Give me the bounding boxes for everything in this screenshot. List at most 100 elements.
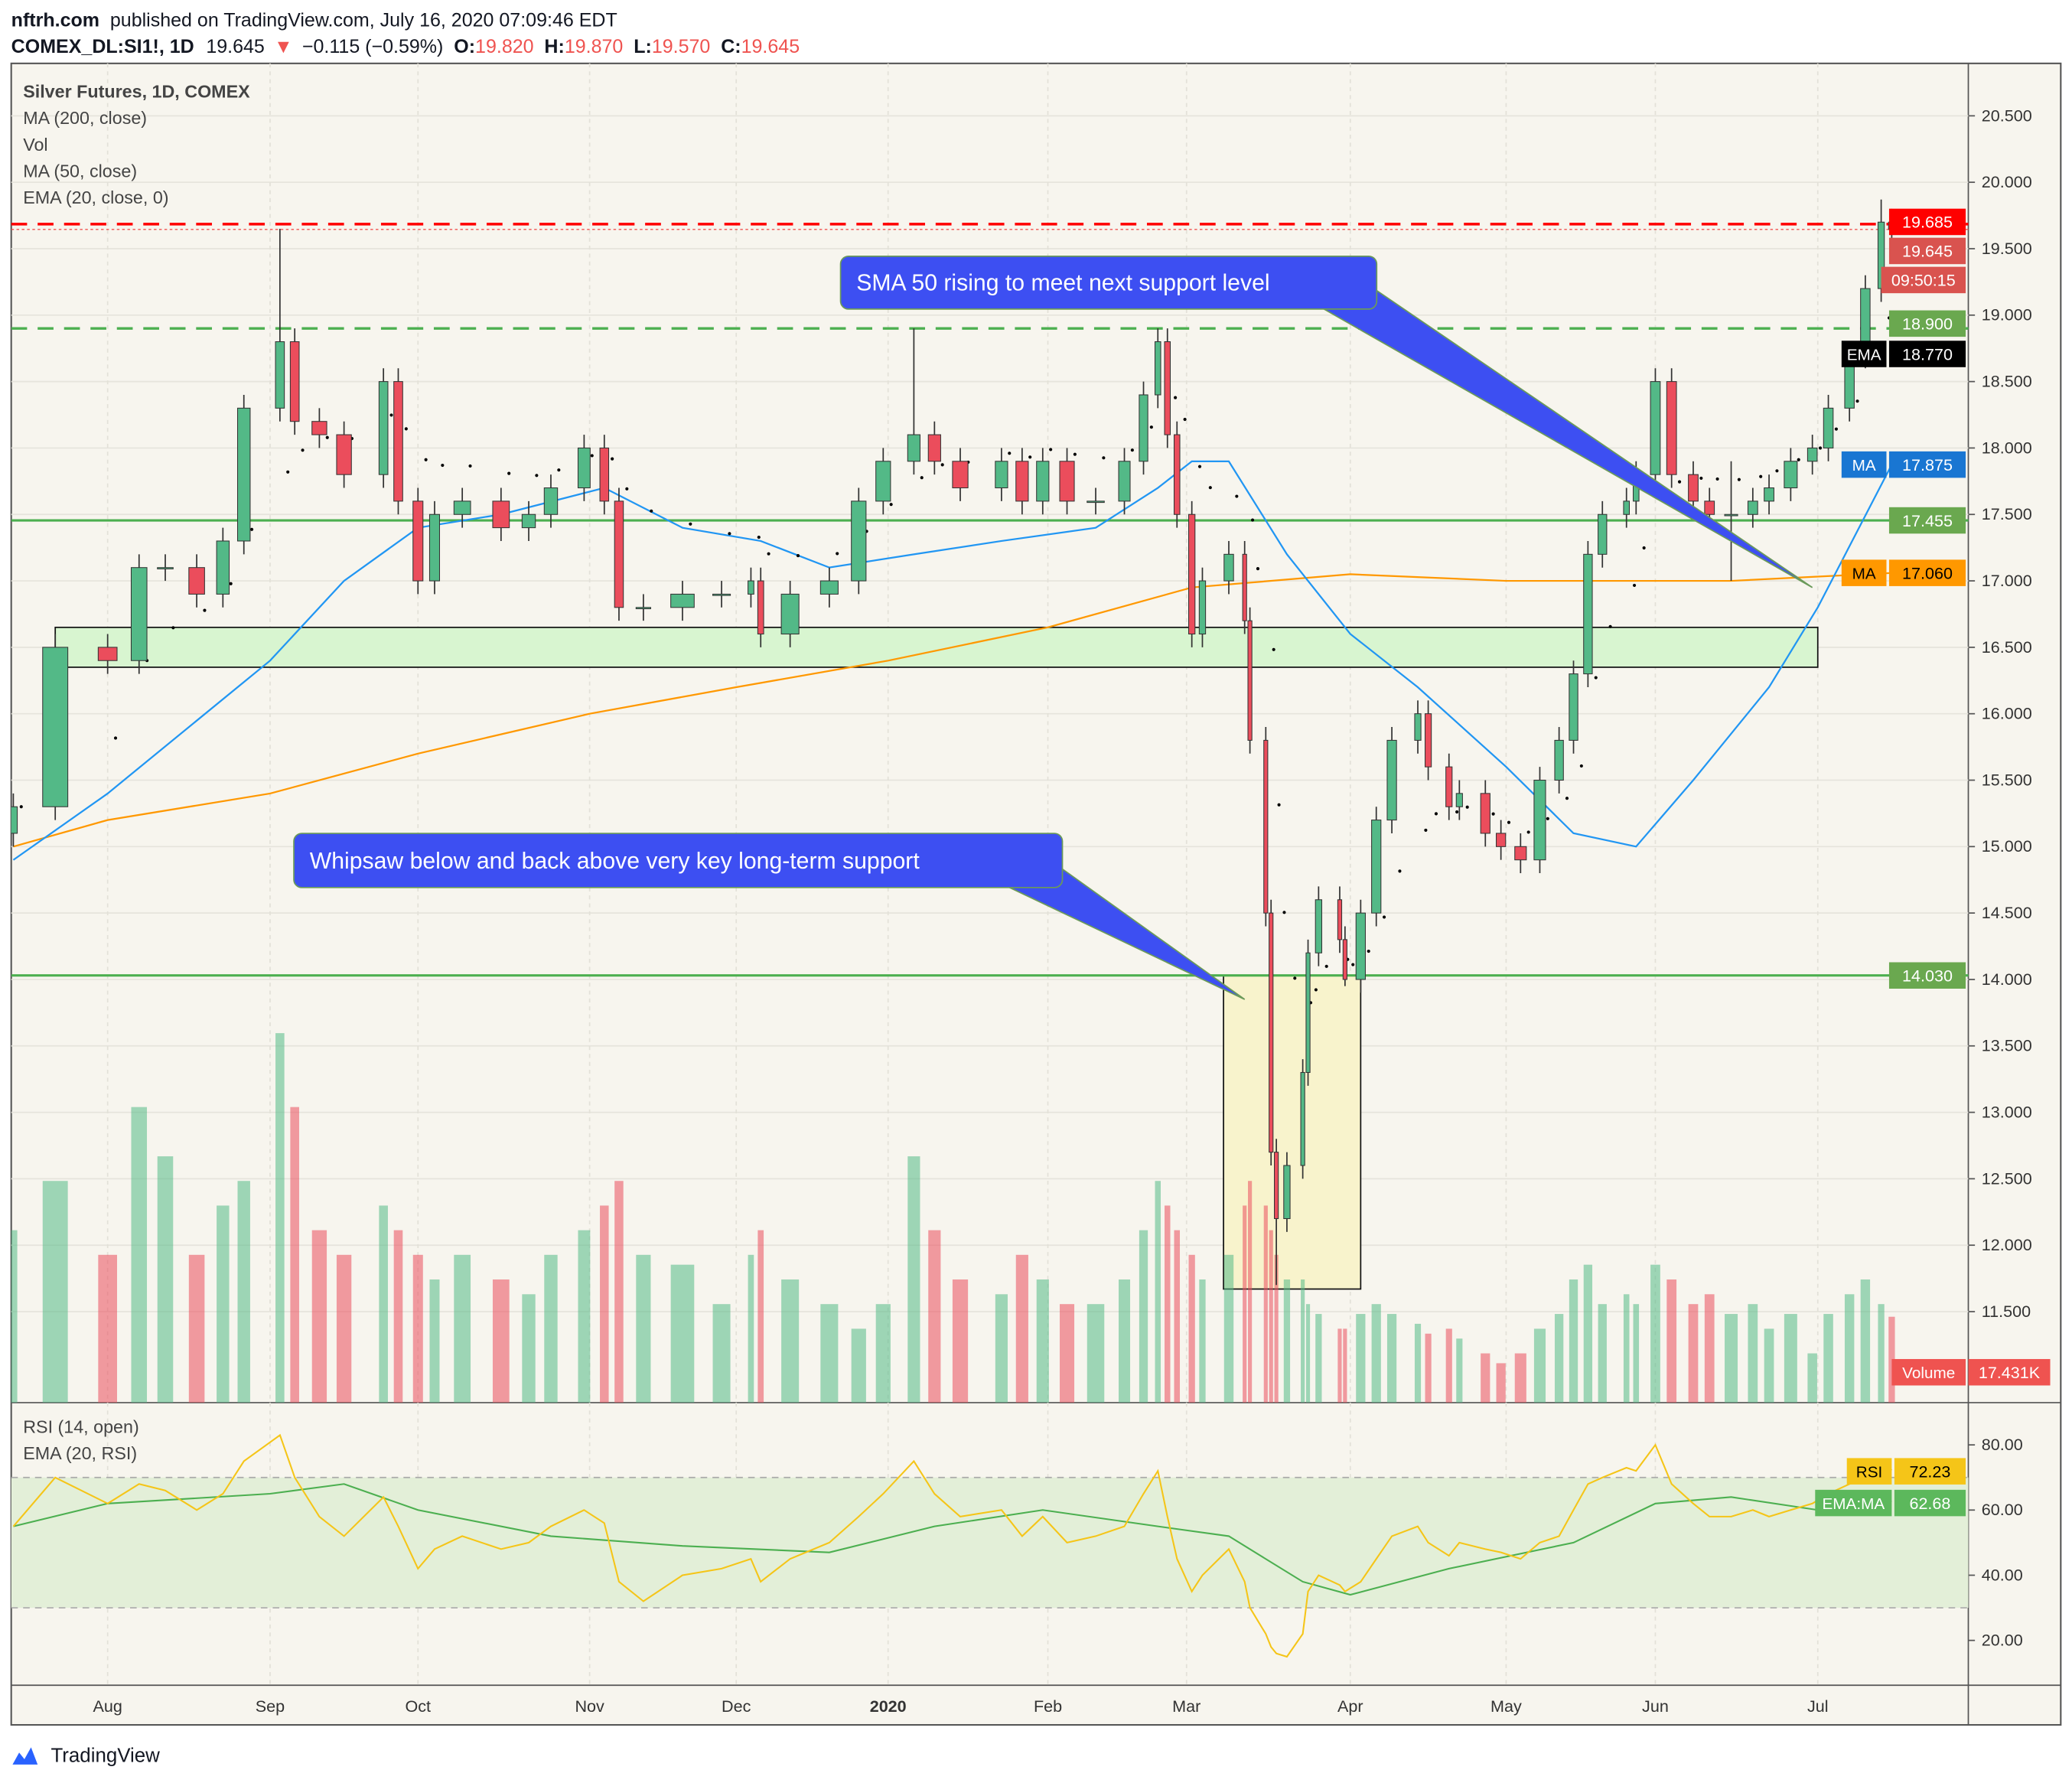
horizontal-levels[interactable] (11, 223, 1969, 977)
candle-up (1747, 500, 1758, 515)
callout[interactable]: SMA 50 rising to meet next support level (839, 255, 1813, 588)
y-tick-label: 16.000 (1982, 704, 2032, 723)
candle-up (1533, 779, 1546, 861)
ema20-dot (557, 468, 561, 472)
volume-bar (157, 1156, 174, 1403)
high-label: H: (544, 36, 564, 57)
candle-up (1086, 500, 1105, 504)
ema20-dot (1174, 396, 1178, 399)
ema20-dot (590, 454, 594, 458)
tradingview-logo[interactable]: TradingView (12, 1745, 160, 1766)
rsi-line (12, 1433, 1893, 1658)
candle-down (1704, 500, 1715, 515)
rsi-tag-value: 62.68 (1909, 1494, 1950, 1513)
ema20-dot (1235, 494, 1239, 498)
volume-bar (42, 1181, 68, 1403)
volume-bar (1165, 1205, 1171, 1403)
ema20-dot (1208, 486, 1212, 490)
candle-up (1823, 407, 1834, 448)
candle-down (1274, 1152, 1279, 1219)
ema20-dot (1102, 456, 1106, 460)
y-tick-label: 19.000 (1982, 305, 2032, 324)
ema20-dot (1546, 817, 1549, 820)
candle-up (1724, 513, 1738, 517)
close-value: 19.645 (741, 36, 800, 57)
candle-up (521, 513, 536, 529)
open-value: 19.820 (475, 36, 534, 57)
ema20-dot (767, 552, 770, 556)
y-tick-label: 14.000 (1982, 970, 2032, 989)
volume-bar (379, 1205, 388, 1403)
legend-vol[interactable]: Vol (23, 135, 47, 155)
price-tag: 18.900 (1888, 310, 1966, 337)
volume-bar (928, 1230, 941, 1403)
indicator-label: MA (1852, 565, 1876, 582)
zone-rectangle[interactable] (1223, 974, 1362, 1290)
candle-up (42, 647, 69, 807)
ema20-dot (229, 582, 233, 585)
indicator-label-bg (1841, 451, 1887, 478)
ema20-dot (836, 552, 839, 556)
ema20-dot (1737, 478, 1741, 481)
callout[interactable]: Whipsaw below and back above very key lo… (293, 833, 1246, 1000)
candles (11, 199, 1896, 1286)
ema20-dot (1526, 830, 1530, 834)
price-tag-text: 14.030 (1902, 966, 1953, 986)
volume-bar (454, 1254, 471, 1403)
legend-ma200[interactable]: MA (200, close) (23, 108, 147, 128)
low-value: 19.570 (652, 36, 711, 57)
volume-bar (1274, 1254, 1279, 1403)
volume-bar (757, 1230, 764, 1403)
callout-box (293, 833, 1064, 888)
zone-rectangle[interactable] (54, 626, 1819, 668)
price-change: −0.115 (−0.59%) (302, 36, 444, 57)
candle-down (188, 567, 205, 595)
ema20-dot (1775, 469, 1779, 473)
volume-bar (1764, 1328, 1774, 1403)
legend-rsi[interactable]: RSI (14, open) (23, 1417, 139, 1437)
ema20-dot (1715, 477, 1719, 481)
volume-bar (11, 1230, 18, 1403)
candle-down (1688, 474, 1699, 502)
legend-ma50[interactable]: MA (50, close) (23, 161, 137, 181)
legend-ema20[interactable]: EMA (20, close, 0) (23, 187, 168, 207)
legend-title: Silver Futures, 1D, COMEX (23, 82, 250, 102)
candle-up (1806, 447, 1818, 462)
ema20-dot (1351, 963, 1355, 966)
candle-down (1666, 381, 1677, 475)
price-tag-bg (1888, 237, 1966, 265)
candle-up (712, 593, 731, 596)
candle-up (1583, 553, 1593, 675)
candle-up (1598, 513, 1608, 555)
volume-bar (311, 1230, 327, 1403)
open-label: O: (454, 36, 475, 57)
legend-rsi-ema[interactable]: EMA (20, RSI) (23, 1443, 137, 1463)
candle-up (1300, 1071, 1305, 1166)
candle-up (780, 593, 800, 635)
price-tag: 17.875 MA (1841, 451, 1966, 478)
annotations[interactable]: SMA 50 rising to meet next support level… (293, 255, 1813, 1000)
volume-bar (1456, 1338, 1463, 1403)
main-legend: Silver Futures, 1D, COMEX MA (200, close… (23, 82, 250, 207)
indicator-label: EMA (1847, 346, 1881, 363)
candle-down (1187, 513, 1196, 635)
candle-up (1223, 553, 1234, 582)
candle-up (543, 487, 559, 515)
volume-bar (1139, 1230, 1148, 1403)
brand-name: TradingView (50, 1745, 160, 1766)
price-tag-bg (1888, 310, 1966, 337)
down-arrow-icon: ▼ (274, 36, 293, 57)
volume-bar (1533, 1328, 1546, 1403)
volume-bar (578, 1230, 591, 1403)
ema20-dot (171, 626, 175, 630)
rsi-y-tick-label: 20.00 (1982, 1631, 2023, 1650)
low-label: L: (634, 36, 652, 57)
ema20-dot (1277, 803, 1281, 807)
ema20-dot (1008, 451, 1012, 455)
volume-bar (1223, 1254, 1234, 1403)
x-tick-label: Sep (256, 1697, 285, 1716)
rsi-band (11, 1477, 1969, 1609)
x-tick-label: Apr (1337, 1697, 1363, 1716)
ema20-dot (1314, 988, 1318, 992)
